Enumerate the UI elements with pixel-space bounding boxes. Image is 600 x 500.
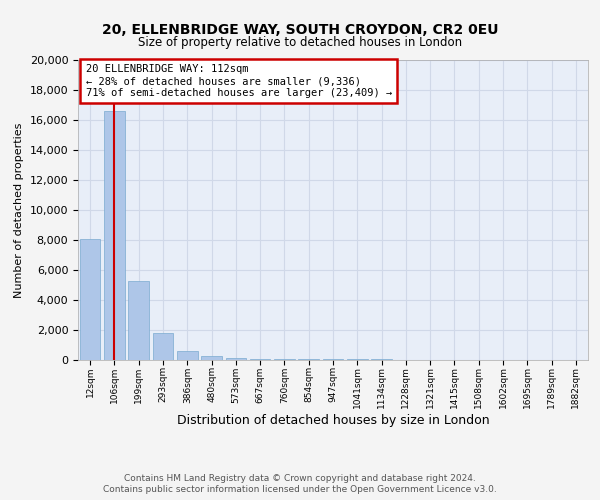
Bar (152, 333, 173, 360)
Bar (104, 111, 125, 360)
Bar (226, 358, 246, 360)
Bar (298, 359, 319, 360)
Text: Size of property relative to detached houses in London: Size of property relative to detached ho… (138, 36, 462, 49)
X-axis label: Distribution of detached houses by size in London: Distribution of detached houses by size … (176, 414, 490, 427)
Bar (274, 359, 295, 360)
Bar (128, 280, 149, 360)
Y-axis label: Number of detached properties: Number of detached properties (14, 122, 24, 298)
Text: 20 ELLENBRIDGE WAY: 112sqm
← 28% of detached houses are smaller (9,336)
71% of s: 20 ELLENBRIDGE WAY: 112sqm ← 28% of deta… (86, 64, 392, 98)
Bar (323, 359, 343, 360)
Text: 20, ELLENBRIDGE WAY, SOUTH CROYDON, CR2 0EU: 20, ELLENBRIDGE WAY, SOUTH CROYDON, CR2 … (102, 22, 498, 36)
Bar (250, 358, 271, 360)
Text: Contains public sector information licensed under the Open Government Licence v3: Contains public sector information licen… (103, 485, 497, 494)
Text: Contains HM Land Registry data © Crown copyright and database right 2024.: Contains HM Land Registry data © Crown c… (124, 474, 476, 483)
Bar (80, 238, 100, 360)
Bar (347, 359, 368, 360)
Bar (177, 351, 197, 360)
Bar (201, 356, 222, 360)
